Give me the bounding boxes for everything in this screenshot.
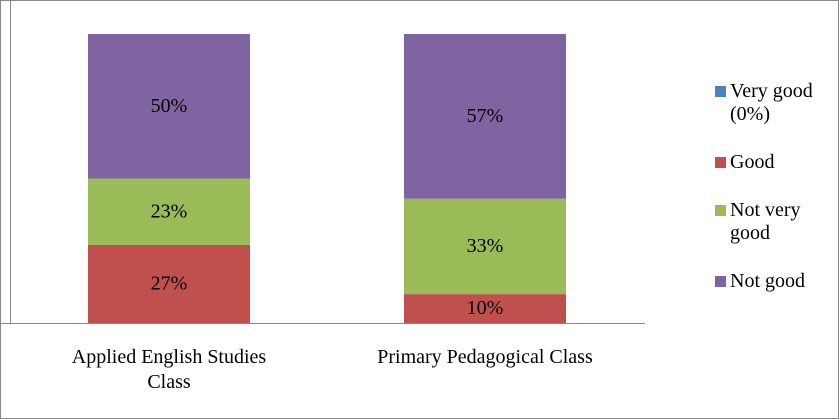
legend-entry: Not very good: [715, 199, 825, 245]
bar-segment: [88, 34, 250, 179]
bar-segment: [404, 198, 566, 295]
bar-segment: [404, 34, 566, 199]
legend-label: Good: [730, 151, 775, 173]
bar-segment: [88, 178, 250, 245]
legend-label: Not good: [730, 270, 805, 292]
legend-entry: Very good (0%): [715, 80, 825, 126]
legend-swatch: [715, 157, 726, 168]
data-label: 33%: [467, 235, 504, 257]
data-label: 23%: [151, 200, 188, 222]
legend-entry: Not good: [715, 270, 825, 293]
legend-swatch: [715, 205, 726, 216]
legend: Very good (0%) Good Not very good Not good: [715, 80, 825, 293]
x-tick-label: Applied English Studies Class: [71, 346, 267, 393]
data-label: 27%: [151, 273, 188, 295]
bar-segment: [88, 244, 250, 323]
data-label: 57%: [467, 105, 504, 127]
x-tick-label: Primary Pedagogical Class: [377, 346, 593, 368]
legend-label: Very good (0%): [730, 80, 813, 125]
legend-label: Not very good: [730, 199, 801, 244]
data-label: 10%: [467, 297, 504, 319]
bar-segment: [404, 294, 566, 323]
legend-swatch: [715, 276, 726, 287]
data-label: 50%: [151, 95, 188, 117]
legend-swatch: [715, 86, 726, 97]
legend-entry: Good: [715, 151, 825, 174]
